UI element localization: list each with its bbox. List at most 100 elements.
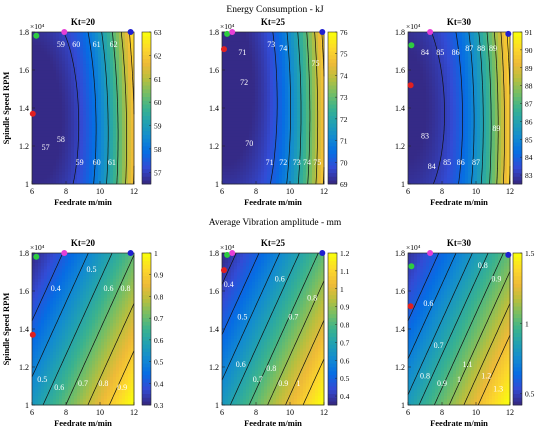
heatmap-cell <box>423 44 427 49</box>
heatmap-cell <box>228 101 232 106</box>
heatmap-cell <box>86 38 90 42</box>
heatmap-cell <box>38 139 42 144</box>
heatmap-cell <box>231 51 235 55</box>
heatmap-cell <box>113 133 117 137</box>
heatmap-cell <box>501 114 505 118</box>
heatmap-cell <box>243 168 247 172</box>
heatmap-cell <box>504 66 508 71</box>
heatmap-cell <box>92 44 96 49</box>
heatmap-cell <box>408 95 412 99</box>
heatmap-cell <box>231 146 235 150</box>
heatmap-cell <box>318 82 322 87</box>
heatmap-cell <box>267 35 271 39</box>
heatmap-cell <box>276 38 280 42</box>
heatmap-cell <box>312 41 316 46</box>
heatmap-cell <box>44 47 48 52</box>
heatmap-cell <box>420 70 424 74</box>
heatmap-cell <box>258 35 262 39</box>
heatmap-cell <box>35 149 39 153</box>
heatmap-cell <box>119 127 123 131</box>
heatmap-cell <box>459 79 463 84</box>
heatmap-cell <box>255 89 259 93</box>
heatmap-cell <box>282 117 286 122</box>
heatmap-cell <box>41 171 45 175</box>
heatmap-cell <box>65 136 69 141</box>
heatmap-cell <box>417 47 421 52</box>
heatmap-cell <box>300 95 304 99</box>
heatmap-cell <box>471 108 475 112</box>
heatmap-cell <box>438 146 442 150</box>
heatmap-cell <box>53 133 57 137</box>
heatmap-cell <box>122 165 126 169</box>
heatmap-cell <box>288 60 292 65</box>
contour-label: 60 <box>72 40 80 49</box>
heatmap-cell <box>65 123 69 128</box>
heatmap-cell <box>107 35 111 39</box>
heatmap-cell <box>483 82 487 87</box>
heatmap-cell <box>62 95 66 99</box>
heatmap-cell <box>86 70 90 74</box>
heatmap-cell <box>116 35 120 39</box>
heatmap-cell <box>444 123 448 128</box>
heatmap-cell <box>504 73 508 77</box>
heatmap-cell <box>273 117 277 122</box>
colorbar-segment <box>142 157 151 162</box>
heatmap-cell <box>131 165 135 169</box>
heatmap-cell <box>95 139 99 144</box>
heatmap-cell <box>426 127 430 131</box>
heatmap-cell <box>249 79 253 84</box>
heatmap-cell <box>53 70 57 74</box>
heatmap-cell <box>86 32 90 36</box>
heatmap-cell <box>222 155 226 160</box>
heatmap-cell <box>119 168 123 172</box>
heatmap-cell <box>95 47 99 52</box>
heatmap-cell <box>104 133 108 137</box>
heatmap-cell <box>261 139 265 144</box>
heatmap-cell <box>255 177 259 182</box>
heatmap-cell <box>411 174 415 179</box>
heatmap-cell <box>441 63 445 68</box>
heatmap-cell <box>441 174 445 179</box>
heatmap-cell <box>86 104 90 109</box>
heatmap-cell <box>498 108 502 112</box>
heatmap-cell <box>450 47 454 52</box>
heatmap-cell <box>261 38 265 42</box>
heatmap-cell <box>459 44 463 49</box>
heatmap-cell <box>231 111 235 115</box>
heatmap-cell <box>276 108 280 112</box>
heatmap-cell <box>255 117 259 122</box>
colorbar-tick-label: 59 <box>154 122 162 131</box>
x-tick-label: 10 <box>286 187 294 196</box>
heatmap-cell <box>234 76 238 80</box>
heatmap-cell <box>95 136 99 141</box>
heatmap-cell <box>495 158 499 163</box>
heatmap-cell <box>408 57 412 61</box>
heatmap-cell <box>74 139 78 144</box>
heatmap-cell <box>50 54 54 58</box>
heatmap-cell <box>113 38 117 42</box>
heatmap-cell <box>59 44 63 49</box>
heatmap-cell <box>116 130 120 134</box>
heatmap-cell <box>131 177 135 182</box>
heatmap-cell <box>47 63 51 68</box>
heatmap-cell <box>38 142 42 147</box>
heatmap-cell <box>77 79 81 84</box>
heatmap-cell <box>411 155 415 160</box>
heatmap-cell <box>483 98 487 103</box>
heatmap-cell <box>291 63 295 68</box>
heatmap-cell <box>65 73 69 77</box>
heatmap-cell <box>501 47 505 52</box>
heatmap-cell <box>474 101 478 106</box>
heatmap-cell <box>429 41 433 46</box>
heatmap-cell <box>89 101 93 106</box>
heatmap-cell <box>92 108 96 112</box>
heatmap-cell <box>86 76 90 80</box>
heatmap-cell <box>450 139 454 144</box>
marker-point <box>221 46 227 53</box>
heatmap-cell <box>300 66 304 71</box>
heatmap-cell <box>252 104 256 109</box>
heatmap-cell <box>462 127 466 131</box>
heatmap-cell <box>411 152 415 156</box>
heatmap-cell <box>80 117 84 122</box>
heatmap-cell <box>438 73 442 77</box>
